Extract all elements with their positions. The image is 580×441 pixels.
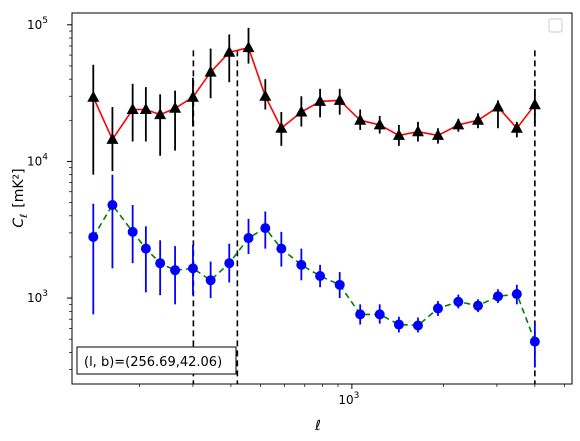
triangle-marker — [154, 108, 167, 120]
circle-marker — [127, 226, 138, 237]
triangle-marker — [510, 121, 523, 133]
svg-text:Cℓ[mK²]: Cℓ [mK²] — [11, 168, 30, 227]
x-tick-label: 103 — [338, 391, 359, 407]
circle-marker — [374, 309, 385, 320]
triangle-marker — [126, 102, 139, 114]
circle-marker — [453, 296, 464, 307]
y-axis-label-unit: [mK²] — [11, 168, 27, 207]
circle-marker — [155, 258, 166, 269]
y-tick-label: 103 — [27, 289, 48, 305]
y-axis-label: Cℓ [mK²] — [11, 168, 30, 227]
y-tick-label: 105 — [27, 16, 48, 32]
triangle-marker — [259, 89, 272, 101]
circle-marker — [315, 271, 326, 282]
circle-marker — [334, 279, 345, 290]
circle-marker — [276, 243, 287, 254]
triangle-marker — [169, 101, 182, 113]
triangle-marker — [452, 118, 465, 130]
circle-marker — [472, 300, 483, 311]
triangle-marker — [106, 132, 119, 144]
circle-marker — [355, 309, 366, 320]
y-axis-label-sub: ℓ — [19, 214, 30, 218]
circle-marker — [205, 275, 216, 286]
y-tick-label: 104 — [27, 152, 48, 168]
circle-marker — [88, 231, 99, 242]
triangle-marker — [471, 113, 484, 125]
x-axis-label: ℓ — [314, 418, 321, 434]
legend-box — [548, 18, 563, 33]
circle-marker — [260, 223, 271, 234]
circle-marker — [529, 336, 540, 347]
triangle-marker — [186, 90, 199, 102]
circle-marker — [432, 303, 443, 314]
circle-marker — [393, 319, 404, 330]
y-axis-label-main: C — [11, 218, 27, 228]
circle-marker — [170, 265, 181, 276]
triangle-marker — [354, 113, 367, 125]
circle-marker — [107, 199, 118, 210]
annotation-box: (l, b)=(256.69,42.06) — [76, 346, 237, 375]
circle-marker — [412, 320, 423, 331]
triangle-marker — [528, 98, 541, 110]
circle-marker — [492, 291, 503, 302]
triangle-marker — [139, 102, 152, 114]
triangle-marker — [275, 121, 288, 133]
annotation-text: (l, b)=(256.69,42.06) — [84, 355, 222, 370]
circle-marker — [511, 289, 522, 300]
circle-marker — [296, 259, 307, 270]
triangle-marker — [204, 65, 217, 77]
triangle-marker — [411, 125, 424, 137]
circle-marker — [140, 243, 151, 254]
triangle-marker — [314, 94, 327, 106]
triangle-marker — [223, 45, 236, 57]
plot-frame — [71, 12, 573, 385]
triangle-marker — [333, 93, 346, 105]
triangle-marker — [431, 128, 444, 140]
triangle-marker — [491, 100, 504, 112]
circle-marker — [224, 258, 235, 269]
triangle-marker — [295, 105, 308, 117]
circle-marker — [187, 263, 198, 274]
triangle-marker — [392, 128, 405, 140]
triangle-marker — [373, 118, 386, 130]
triangle-marker — [242, 41, 255, 53]
circle-marker — [243, 233, 254, 244]
triangle-marker — [87, 90, 100, 102]
